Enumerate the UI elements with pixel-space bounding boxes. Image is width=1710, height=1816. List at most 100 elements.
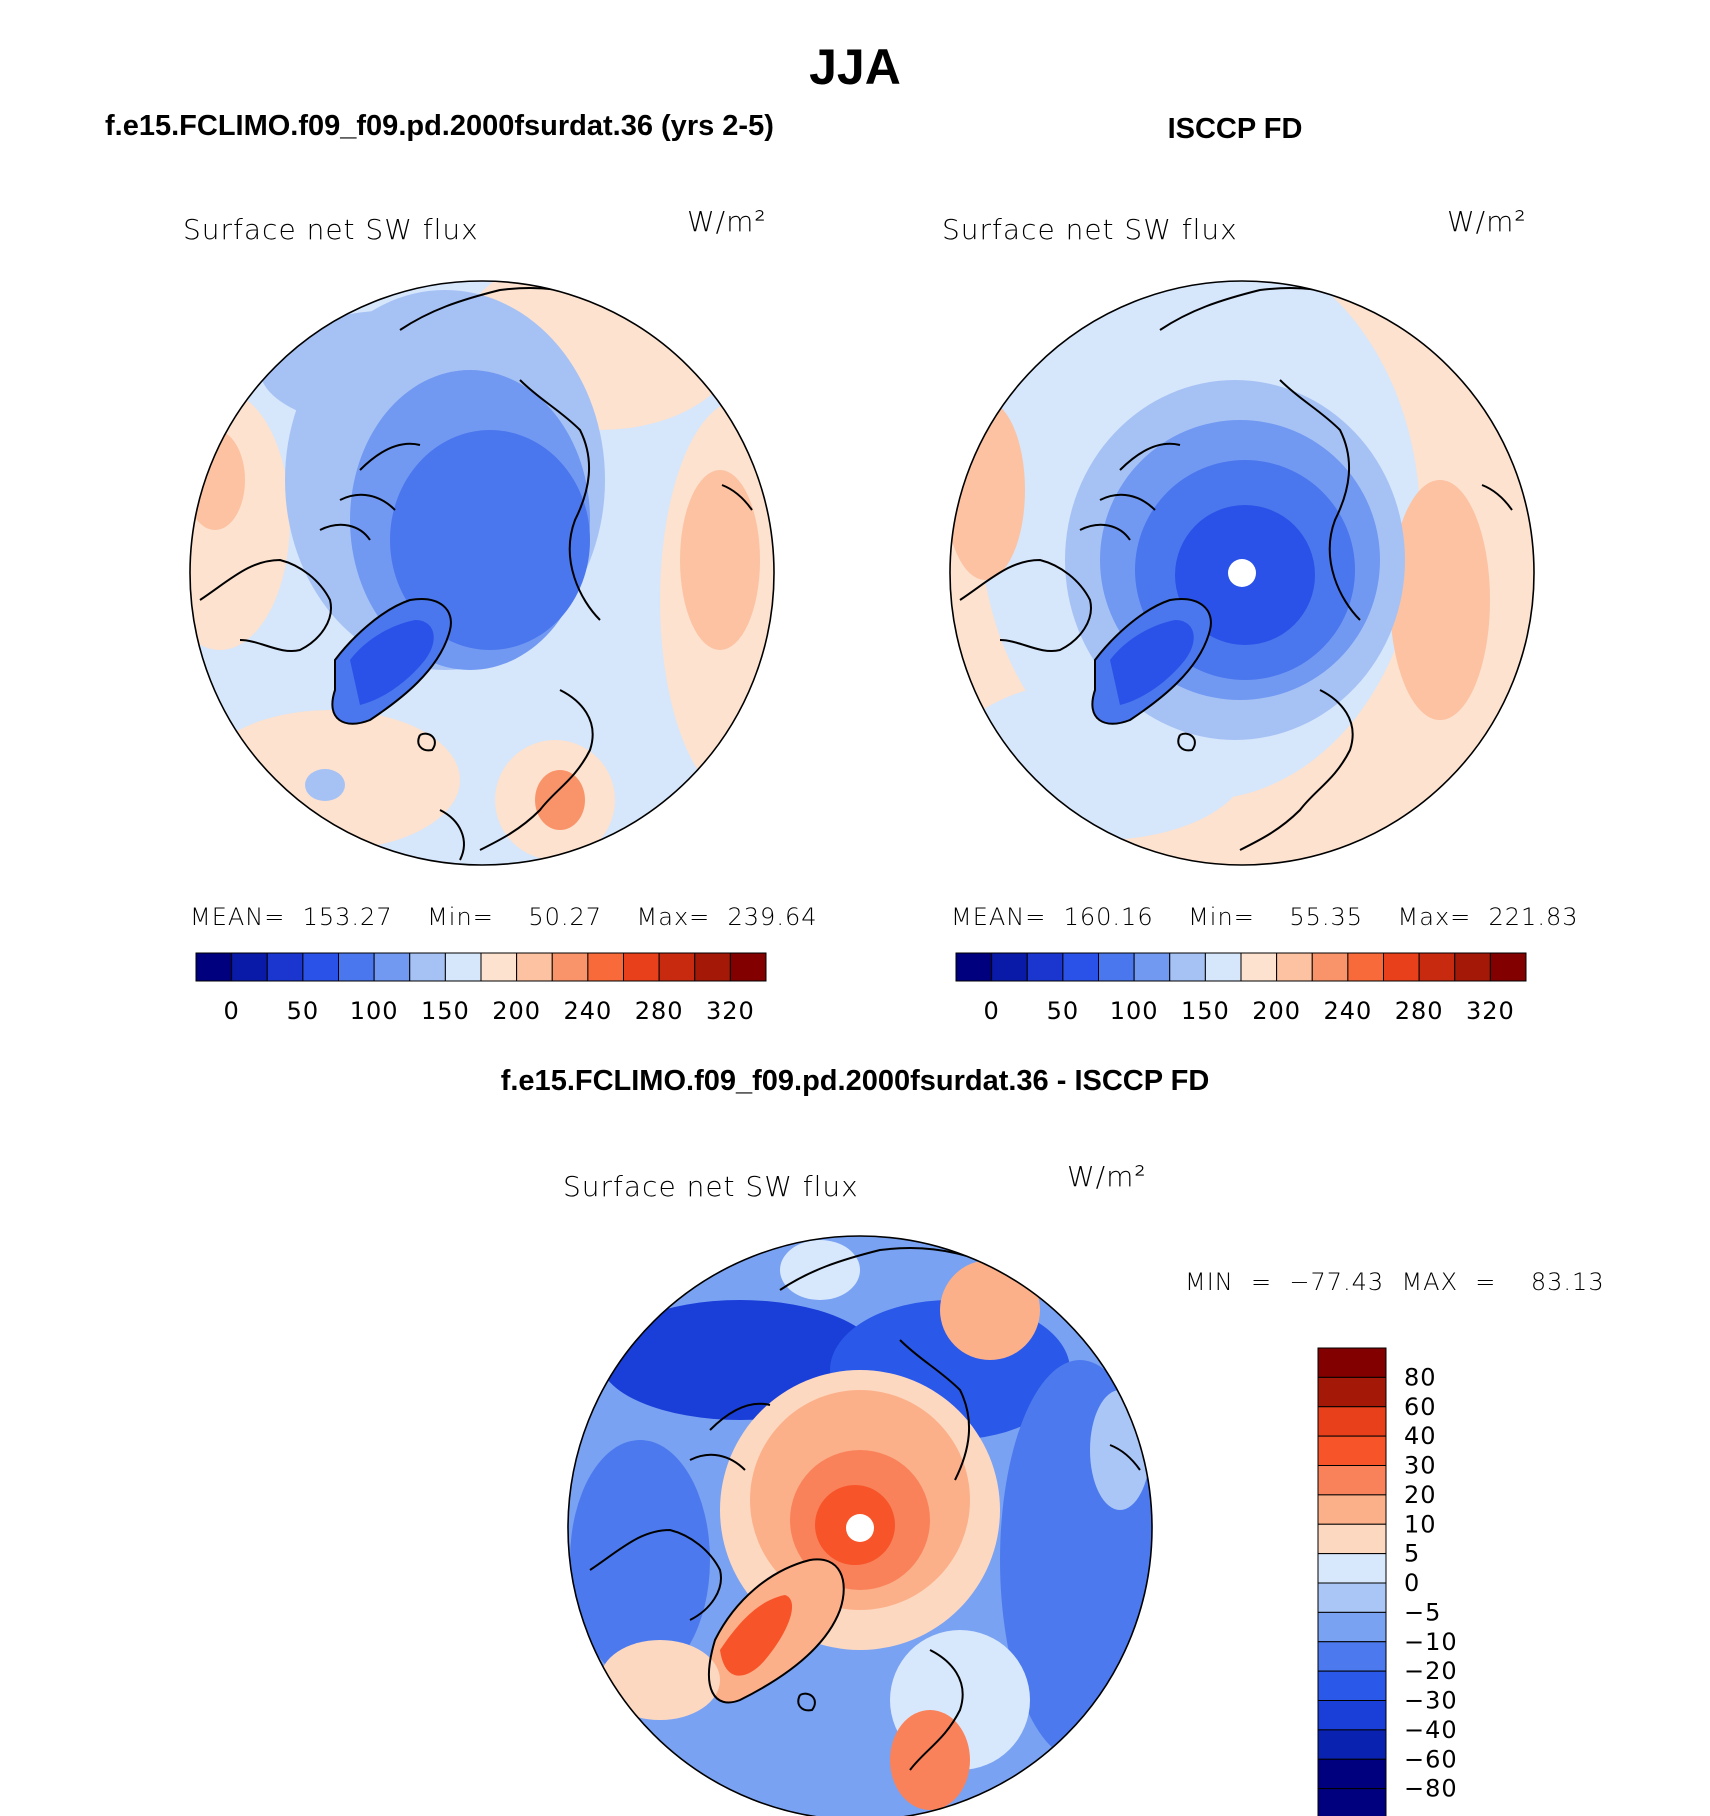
- colorbar-swatch: [1418, 952, 1456, 982]
- obs-polar-map: [950, 281, 1534, 865]
- colorbar-tick-label: 320: [706, 997, 755, 1025]
- colorbar-swatch: [1317, 1641, 1387, 1672]
- colorbar-tick-label: 30: [1404, 1452, 1437, 1480]
- colorbar-tick-label: 280: [635, 997, 684, 1025]
- colorbar-swatch: [195, 952, 233, 982]
- model-units-label: W/m²: [687, 205, 767, 238]
- colorbar-swatch: [1317, 1347, 1387, 1378]
- colorbar-swatch: [1317, 1406, 1387, 1437]
- colorbar-tick-label: −40: [1404, 1716, 1458, 1744]
- page-title: JJA: [809, 39, 901, 95]
- colorbar-swatch: [1317, 1788, 1387, 1816]
- model-polar-map: [190, 281, 774, 865]
- colorbar-swatch: [658, 952, 696, 982]
- diff-stats: MIN = −77.43 MAX = 83.13: [1185, 1268, 1605, 1296]
- colorbar-swatch: [551, 952, 589, 982]
- colorbar-swatch: [1317, 1465, 1387, 1496]
- diff-polar-map: [568, 1236, 1152, 1816]
- colorbar-swatch: [1240, 952, 1278, 982]
- colorbar-tick-label: 80: [1404, 1363, 1437, 1391]
- colorbar-swatch: [587, 952, 624, 982]
- colorbar-swatch: [1311, 952, 1349, 982]
- colorbar-tick-label: 200: [1252, 997, 1301, 1025]
- colorbar-swatch: [1317, 1435, 1387, 1466]
- colorbar-tick-label: 20: [1404, 1481, 1437, 1509]
- colorbar-swatch: [1317, 1376, 1387, 1408]
- colorbar-swatch: [1489, 952, 1527, 982]
- colorbar-swatch: [1062, 952, 1099, 982]
- colorbar-swatch: [480, 952, 518, 982]
- diff-coastlines: [589, 1247, 1141, 1771]
- diff-variable-label: Surface net SW flux: [563, 1170, 859, 1203]
- colorbar-swatch: [444, 952, 482, 982]
- colorbar-swatch: [1276, 952, 1313, 982]
- colorbar-tick-label: 100: [350, 997, 399, 1025]
- colorbar-swatch: [694, 952, 731, 982]
- colorbar-swatch: [1317, 1670, 1387, 1701]
- colorbar-swatch: [1317, 1582, 1387, 1613]
- colorbar-swatch: [955, 952, 993, 982]
- colorbar-tick-label: −5: [1404, 1598, 1441, 1626]
- colorbar-swatch: [1454, 952, 1491, 982]
- obs-stats: MEAN= 160.16 Min= 55.35 Max= 221.83: [951, 903, 1579, 931]
- colorbar-swatch: [1317, 1700, 1387, 1731]
- subtitle-model: f.e15.FCLIMO.f09_f09.pd.2000fsurdat.36 (…: [105, 110, 774, 142]
- colorbar-tick-label: −80: [1404, 1775, 1458, 1803]
- colorbar-swatch: [991, 952, 1028, 982]
- colorbar-tick-label: 150: [1181, 997, 1230, 1025]
- colorbar-swatch: [1026, 952, 1064, 982]
- colorbar-swatch: [1204, 952, 1242, 982]
- colorbar-tick-label: 50: [287, 997, 320, 1025]
- colorbar-swatch: [1317, 1758, 1387, 1790]
- colorbar-swatch: [1317, 1494, 1387, 1525]
- colorbar-swatch: [1383, 952, 1420, 982]
- colorbar-swatch: [409, 952, 446, 982]
- colorbar-tick-label: 0: [983, 997, 999, 1025]
- colorbar-tick-label: 320: [1466, 997, 1515, 1025]
- colorbar-swatch: [1317, 1611, 1387, 1643]
- diff-units-label: W/m²: [1067, 1160, 1147, 1193]
- colorbar-tick-label: 240: [1323, 997, 1372, 1025]
- colorbar-swatch: [266, 952, 304, 982]
- colorbar-swatch: [302, 952, 339, 982]
- colorbar-swatch: [623, 952, 660, 982]
- colorbar-tick-label: 0: [223, 997, 239, 1025]
- colorbar-tick-label: 5: [1404, 1540, 1420, 1568]
- model-colorbar: 0 50 100 150 200 240 280 320: [195, 952, 767, 1025]
- colorbar-swatch: [729, 952, 767, 982]
- colorbar-tick-label: −10: [1404, 1628, 1458, 1656]
- colorbar-tick-label: −30: [1404, 1687, 1458, 1715]
- colorbar-tick-label: −60: [1404, 1745, 1458, 1773]
- colorbar-tick-label: 150: [421, 997, 470, 1025]
- colorbar-tick-label: 50: [1047, 997, 1080, 1025]
- colorbar-tick-label: 280: [1395, 997, 1444, 1025]
- subtitle-difference: f.e15.FCLIMO.f09_f09.pd.2000fsurdat.36 -…: [500, 1065, 1210, 1097]
- colorbar-swatch: [1317, 1523, 1387, 1555]
- colorbar-swatch: [1317, 1553, 1387, 1584]
- obs-variable-label: Surface net SW flux: [942, 213, 1238, 246]
- model-stats: MEAN= 153.27 Min= 50.27 Max= 239.64: [190, 903, 818, 931]
- colorbar-swatch: [373, 952, 411, 982]
- obs-coastlines: [959, 287, 1513, 851]
- colorbar-swatch: [1098, 952, 1135, 982]
- colorbar-swatch: [1317, 1729, 1387, 1760]
- colorbar-tick-label: 10: [1404, 1510, 1437, 1538]
- model-variable-label: Surface net SW flux: [183, 213, 479, 246]
- colorbar-swatch: [1133, 952, 1171, 982]
- colorbar-swatch: [338, 952, 375, 982]
- obs-colorbar: 0 50 100 150 200 240 280 320: [955, 952, 1527, 1025]
- colorbar-tick-label: 0: [1404, 1569, 1420, 1597]
- colorbar-tick-label: 200: [492, 997, 541, 1025]
- colorbar-swatch: [1169, 952, 1206, 982]
- colorbar-swatch: [516, 952, 553, 982]
- colorbar-swatch: [231, 952, 268, 982]
- obs-units-label: W/m²: [1447, 205, 1527, 238]
- subtitle-observations: ISCCP FD: [1167, 113, 1303, 145]
- colorbar-tick-label: 40: [1404, 1422, 1437, 1450]
- colorbar-tick-label: 100: [1110, 997, 1159, 1025]
- colorbar-tick-label: 240: [563, 997, 612, 1025]
- colorbar-tick-label: 60: [1404, 1393, 1437, 1421]
- colorbar-tick-label: −20: [1404, 1657, 1458, 1685]
